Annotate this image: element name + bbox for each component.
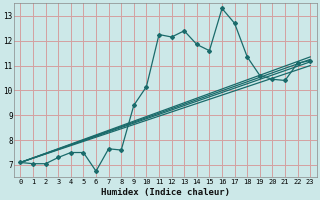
X-axis label: Humidex (Indice chaleur): Humidex (Indice chaleur) bbox=[101, 188, 230, 197]
